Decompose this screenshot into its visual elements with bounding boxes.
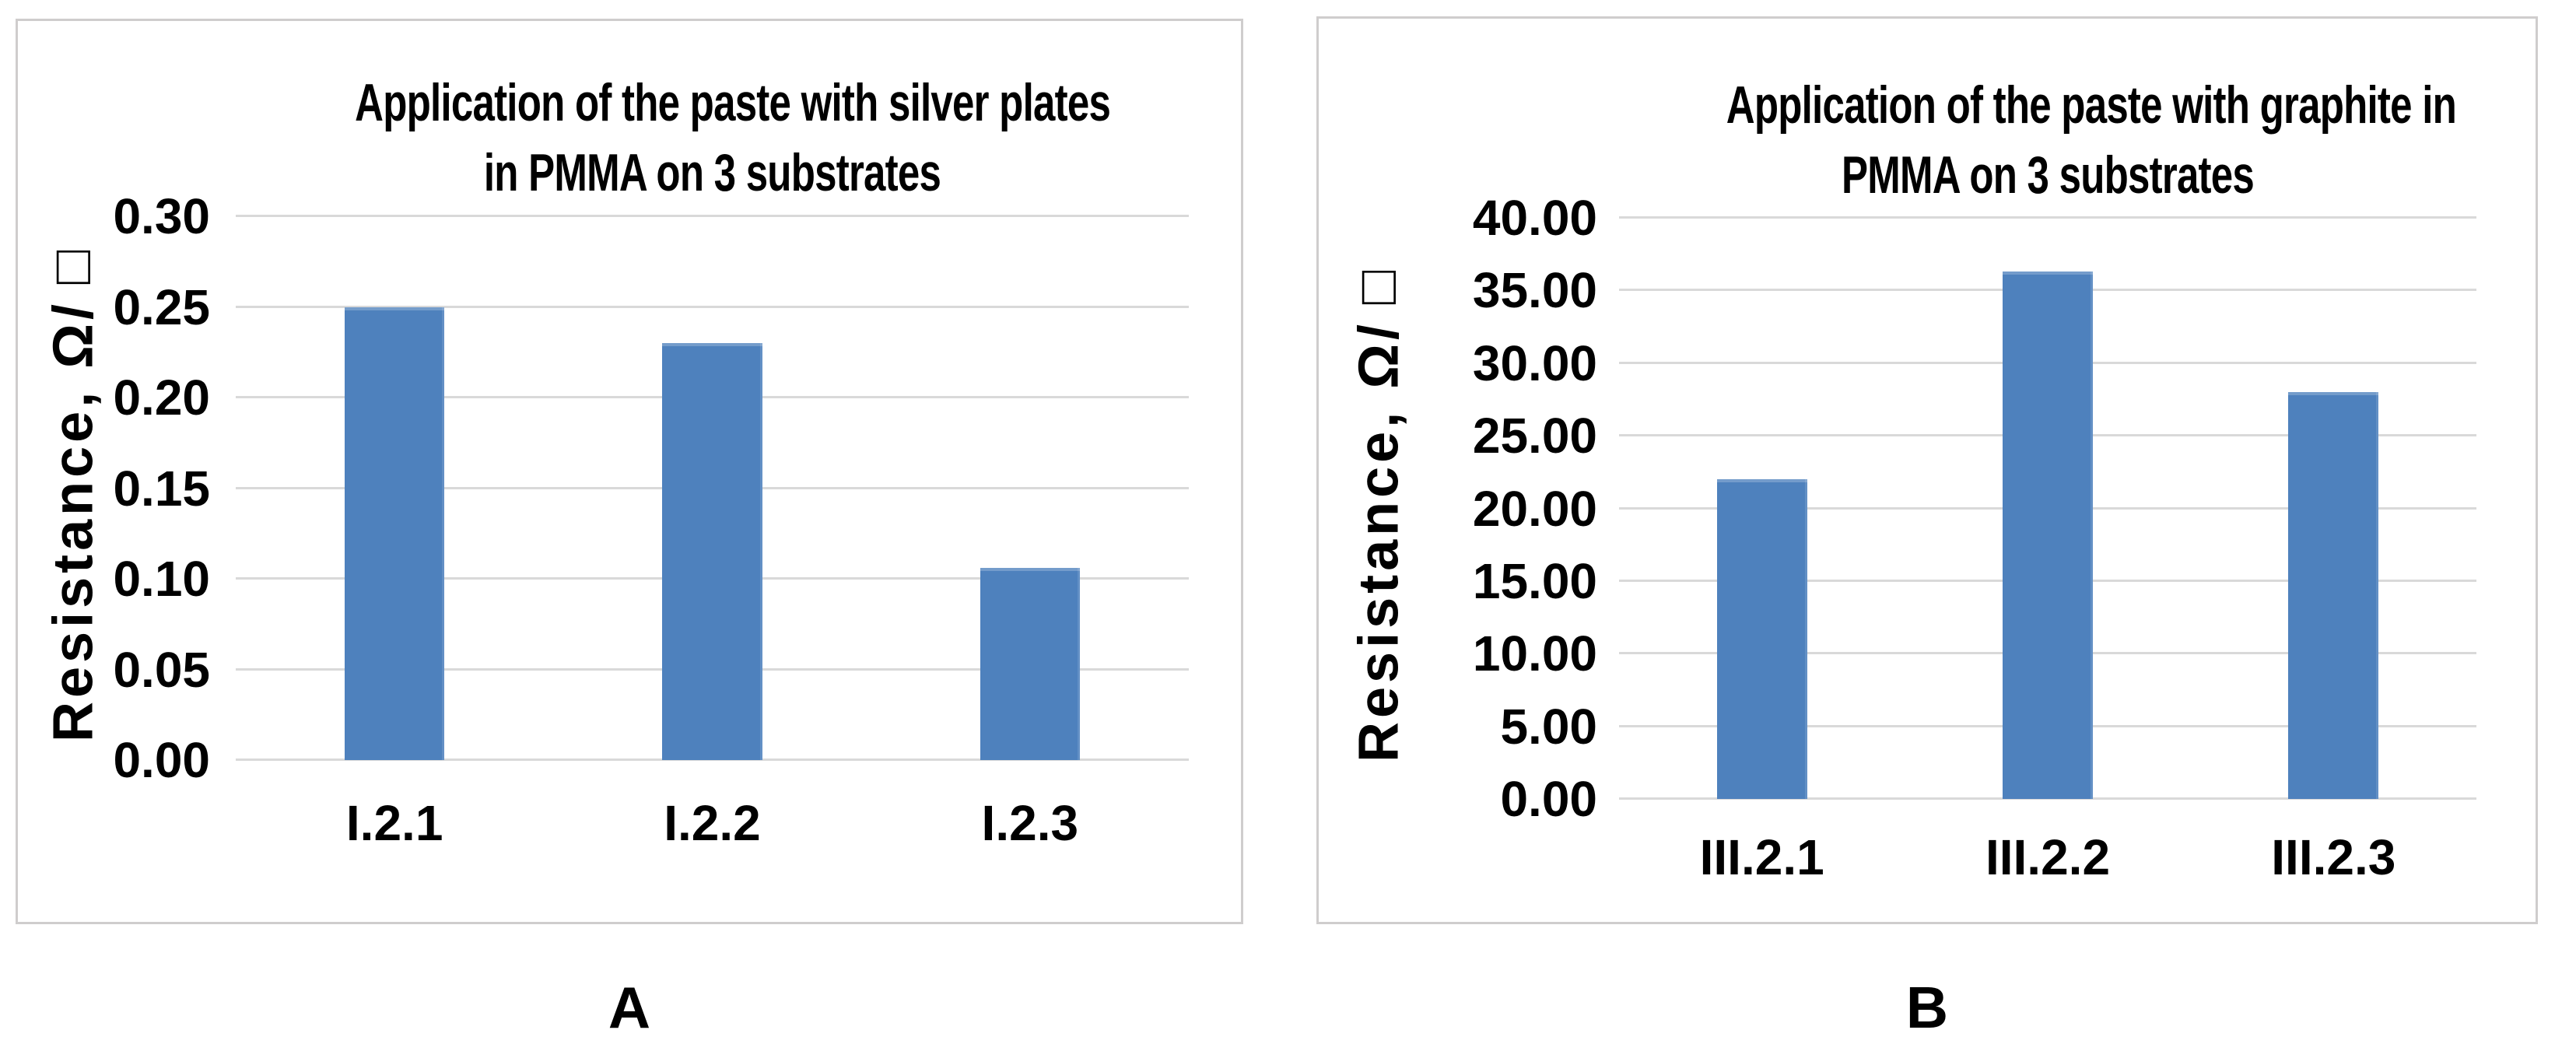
plot-area: III.2.1 III.2.2 III.2.3: [1619, 216, 2476, 885]
y-tick-label: 0.05: [113, 641, 210, 698]
y-tick-label: 0.20: [113, 370, 210, 426]
x-category-label: III.2.2: [1985, 829, 2111, 885]
y-tick-label: 5.00: [1500, 698, 1597, 755]
figure-caption-letter-a: A: [608, 975, 651, 1040]
y-tick-label: 25.00: [1472, 408, 1597, 464]
y-tick-label: 15.00: [1472, 552, 1597, 609]
gridline: [236, 215, 1189, 217]
y-tick-label: 20.00: [1472, 480, 1597, 537]
y-tick-label: 10.00: [1472, 625, 1597, 682]
chart-title-line: Application of the paste with silver pla…: [355, 73, 1111, 132]
y-tick-label: 0.25: [113, 279, 210, 335]
figure-caption-letter-b: B: [1905, 975, 1949, 1040]
plot-area: I.2.1 I.2.2 I.2.3: [236, 215, 1189, 850]
gridline: [1619, 216, 2476, 219]
chart-title-line: PMMA on 3 substrates: [1841, 145, 2255, 205]
bar-I.2.1: [344, 307, 445, 760]
y-tick-label: 0.00: [113, 732, 210, 788]
x-category-label: I.2.2: [664, 795, 761, 851]
gridline: [236, 305, 1189, 308]
y-tick-label: 0.15: [113, 460, 210, 517]
y-tick-label: 0.00: [1500, 771, 1597, 827]
y-tick-label: 35.00: [1472, 262, 1597, 319]
bar-III.2.2: [2003, 272, 2093, 799]
chart-panel-a: Application of the paste with silver pla…: [16, 19, 1243, 924]
bar-III.2.3: [2288, 392, 2379, 799]
chart-title: Application of the paste with silver pla…: [355, 68, 1111, 208]
bar-III.2.1: [1716, 479, 1807, 799]
x-category-label: I.2.1: [345, 795, 443, 851]
chart-title: Application of the paste with graphite i…: [1726, 70, 2457, 210]
y-tick-label: 0.30: [113, 188, 210, 244]
x-category-label: III.2.1: [1699, 829, 1824, 885]
y-tick-label: 0.10: [113, 551, 210, 607]
bar-I.2.3: [980, 568, 1081, 760]
y-tick-label: 30.00: [1472, 335, 1597, 391]
x-category-label: III.2.3: [2271, 829, 2396, 885]
chart-panel-b: Application of the paste with graphite i…: [1316, 16, 2538, 924]
y-tick-label: 40.00: [1472, 190, 1597, 246]
chart-title-line: Application of the paste with graphite i…: [1726, 75, 2457, 135]
chart-title-line: in PMMA on 3 substrates: [483, 143, 941, 202]
x-category-label: I.2.3: [981, 795, 1079, 851]
bar-I.2.2: [662, 343, 762, 760]
